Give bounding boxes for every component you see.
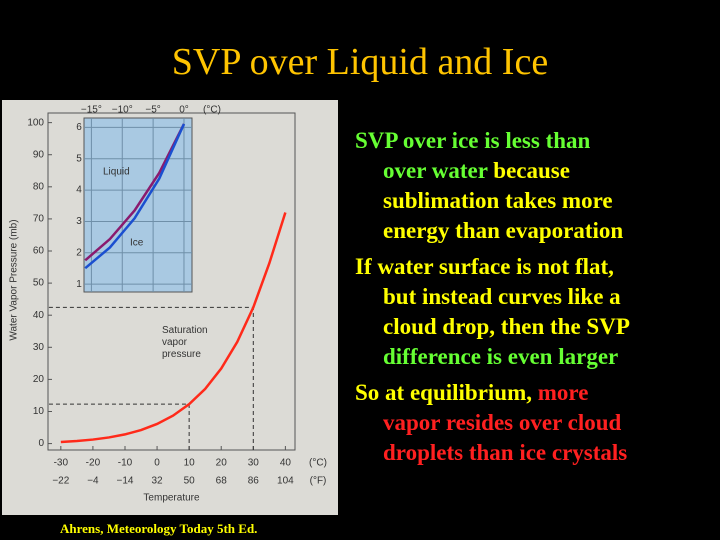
plot-frame xyxy=(47,112,296,451)
bullet-line: but instead curves like a xyxy=(383,284,621,310)
inset-y-tick-label: 6 xyxy=(76,122,82,133)
text-segment: SVP over ice is less than xyxy=(355,128,591,153)
bullet-line: So at equilibrium, more xyxy=(355,380,588,406)
y-tick-label: 70 xyxy=(33,214,45,225)
x2-tick-label: 50 xyxy=(184,476,196,487)
text-segment: more xyxy=(537,380,589,405)
x-tick-label: 30 xyxy=(248,458,260,469)
inset-y-tick-label: 2 xyxy=(76,247,82,258)
text-segment: If water surface is not flat, xyxy=(355,254,614,279)
bullet-line: cloud drop, then the SVP xyxy=(383,314,630,340)
inset-y-tick-label: 1 xyxy=(76,279,82,290)
text-segment: sublimation takes more xyxy=(383,188,613,213)
bullet-line: energy than evaporation xyxy=(383,218,623,244)
inset-series-line xyxy=(84,123,186,262)
x-tick-label: 20 xyxy=(216,458,228,469)
x-tick-label: 0 xyxy=(154,458,160,469)
bullet-line: SVP over ice is less than xyxy=(355,128,590,154)
bullet-line: If water surface is not flat, xyxy=(355,254,614,280)
inset-series-line xyxy=(84,123,186,270)
slide-title: SVP over Liquid and Ice xyxy=(171,41,549,83)
text-segment: droplets than ice crystals xyxy=(383,440,628,465)
x-unit: (°C) xyxy=(309,458,327,469)
x-axis-label: Temperature xyxy=(143,493,200,504)
text-segment: So at equilibrium, xyxy=(355,380,538,405)
x2-unit: (°F) xyxy=(310,476,327,487)
text-segment: cloud drop, then the SVP xyxy=(383,314,630,339)
bullet-line: difference is even larger xyxy=(383,344,618,370)
bullet-line: sublimation takes more xyxy=(383,188,613,214)
inset-x-tick-label: 0° xyxy=(179,105,189,116)
y-tick-label: 50 xyxy=(33,278,45,289)
bullet-line: droplets than ice crystals xyxy=(383,440,627,466)
y-tick-label: 40 xyxy=(33,310,45,321)
text-segment: energy than evaporation xyxy=(383,218,624,243)
text-segment: because xyxy=(487,158,570,183)
y-tick-label: 20 xyxy=(33,374,45,385)
inset-y-tick-label: 5 xyxy=(76,153,82,164)
inset-x-tick-label: −5° xyxy=(145,105,160,116)
x2-tick-label: 32 xyxy=(152,476,164,487)
y-tick-label: 0 xyxy=(38,438,44,449)
x2-tick-label: −14 xyxy=(117,476,134,487)
y-axis-label: Water Vapor Pressure (mb) xyxy=(9,219,20,340)
text-segment: but instead curves like a xyxy=(383,284,621,309)
y-tick-label: 10 xyxy=(33,406,45,417)
x-tick-label: -30 xyxy=(54,458,69,469)
x2-tick-label: −4 xyxy=(87,476,99,487)
inset-y-tick-label: 3 xyxy=(76,216,82,227)
x2-tick-label: 104 xyxy=(277,476,294,487)
text-segment: vapor resides over cloud xyxy=(383,410,622,435)
credit: Ahrens, Meteorology Today 5th Ed. xyxy=(60,521,258,536)
bullet-line: vapor resides over cloud xyxy=(383,410,621,436)
series-line xyxy=(60,212,287,444)
inset-x-tick-label: −10° xyxy=(112,105,133,116)
inset-y-tick-label: 4 xyxy=(76,185,82,196)
x-tick-label: -20 xyxy=(86,458,101,469)
inset-x-unit: (°C) xyxy=(203,105,221,116)
x2-tick-label: −22 xyxy=(52,476,69,487)
text-segment: over water xyxy=(383,158,488,183)
inset-series-label: Ice xyxy=(130,238,144,249)
x2-tick-label: 86 xyxy=(248,476,260,487)
series-label: Saturation vapor pressure xyxy=(162,325,208,360)
text-segment: difference is even larger xyxy=(383,344,619,369)
x2-tick-label: 68 xyxy=(216,476,228,487)
y-tick-label: 80 xyxy=(33,181,45,192)
y-tick-label: 90 xyxy=(33,149,45,160)
x-tick-label: -10 xyxy=(118,458,133,469)
inset-series-label: Liquid xyxy=(103,167,130,178)
bullet-line: over water because xyxy=(383,158,570,184)
x-tick-label: 10 xyxy=(184,458,196,469)
y-tick-label: 100 xyxy=(27,117,44,128)
x-tick-label: 40 xyxy=(280,458,292,469)
y-tick-label: 60 xyxy=(33,246,45,257)
y-tick-label: 30 xyxy=(33,342,45,353)
inset-x-tick-label: −15° xyxy=(81,105,102,116)
